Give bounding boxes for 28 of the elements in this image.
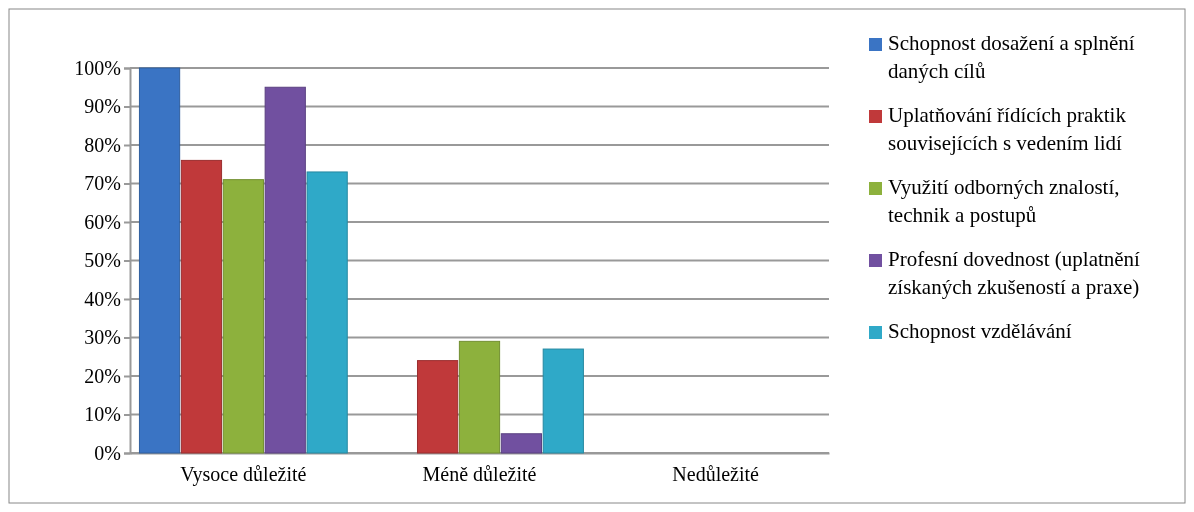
y-tick-label: 90% — [84, 95, 121, 118]
y-tick-label: 10% — [84, 403, 121, 426]
y-tick-label: 100% — [74, 56, 121, 79]
y-tick-label: 50% — [84, 249, 121, 272]
y-tick-label: 30% — [84, 326, 121, 349]
y-tick-label: 60% — [84, 210, 121, 233]
x-tick-label: Méně důležité — [422, 463, 537, 486]
y-tick-label: 70% — [84, 172, 121, 195]
bar — [222, 179, 264, 454]
x-tick-label: Vysoce důležité — [180, 463, 307, 487]
y-tick-label: 80% — [84, 133, 121, 156]
bar — [416, 360, 459, 454]
bar — [306, 171, 348, 454]
bar — [264, 86, 306, 454]
x-tick-label: Nedůležité — [672, 463, 760, 486]
y-tick-label: 20% — [84, 364, 121, 387]
legend-label: Uplatňování řídících praktik souvisejících s vedením lidí — [888, 103, 1127, 155]
y-tick-label: 0% — [94, 441, 121, 464]
bar — [458, 340, 501, 454]
y-tick-label: 40% — [84, 287, 121, 310]
bar — [138, 67, 181, 454]
bar — [542, 348, 584, 454]
legend-label: Profesní dovednost (uplatnění získaných zkušeností a praxe) — [888, 247, 1141, 299]
bar — [180, 159, 223, 454]
bar — [500, 433, 543, 454]
legend-label: Schopnost dosažení a splnění daných cílů — [888, 31, 1135, 83]
legend-label: Schopnost vzdělávání — [888, 319, 1072, 343]
legend-label: Využití odborných znalostí, technik a postupů — [888, 175, 1120, 227]
